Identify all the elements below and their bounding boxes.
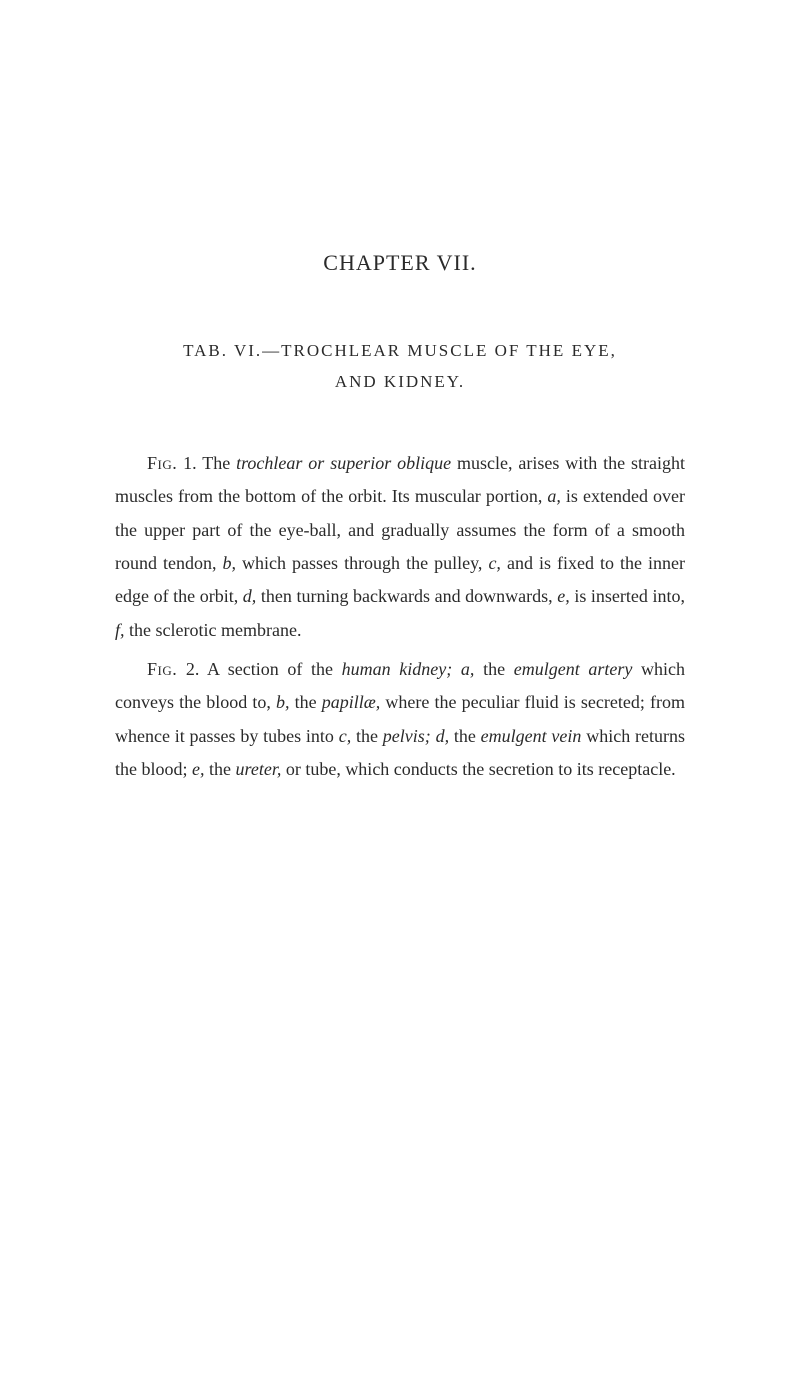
fig2-i3: emulgent artery <box>514 659 633 679</box>
fig2-num: 2. A section of the <box>177 659 341 679</box>
fig2-t2: the <box>474 659 513 679</box>
fig1-t3: which passes through the pulley, <box>236 553 488 573</box>
fig2-i6: c, <box>339 726 352 746</box>
fig1-t5: then turning backwards and downwards, <box>256 586 557 606</box>
chapter-title: CHAPTER VII. <box>115 250 685 276</box>
fig2-paragraph: Fig. 2. A section of the human kidney; a… <box>115 653 685 786</box>
fig1-i5: d, <box>243 586 257 606</box>
fig1-i1: trochlear or superior oblique <box>236 453 451 473</box>
fig2-i10: e, <box>192 759 205 779</box>
fig1-paragraph: Fig. 1. The trochlear or superior obliqu… <box>115 447 685 647</box>
fig2-t4: the <box>289 692 321 712</box>
fig2-i7: pelvis; <box>383 726 431 746</box>
fig1-i4: c, <box>488 553 501 573</box>
tab-line2: AND KIDNEY. <box>115 367 685 398</box>
fig1-i2: a, <box>547 486 561 506</box>
fig1-t7: the sclerotic membrane. <box>125 620 302 640</box>
fig2-label: Fig. <box>147 659 177 679</box>
fig2-i2: a, <box>461 659 475 679</box>
fig2-t6: the <box>351 726 383 746</box>
body-text: Fig. 1. The trochlear or superior obliqu… <box>115 447 685 786</box>
fig2-i9: emulgent vein <box>481 726 582 746</box>
fig1-label: Fig. <box>147 453 177 473</box>
fig2-i4: b, <box>276 692 290 712</box>
fig2-t8: the <box>449 726 481 746</box>
fig2-i11: ureter, <box>236 759 282 779</box>
fig2-t1 <box>452 659 461 679</box>
fig2-i8: d, <box>436 726 450 746</box>
tab-heading: TAB. VI.—TROCHLEAR MUSCLE OF THE EYE, AN… <box>115 336 685 397</box>
fig2-i1: human kidney; <box>342 659 453 679</box>
fig1-num: 1. The <box>177 453 236 473</box>
fig2-i5: papillæ, <box>322 692 381 712</box>
fig1-i7: f, <box>115 620 125 640</box>
tab-line1: TAB. VI.—TROCHLEAR MUSCLE OF THE EYE, <box>183 341 617 360</box>
fig2-t11: or tube, which conducts the secretion to… <box>281 759 675 779</box>
fig1-i3: b, <box>223 553 237 573</box>
fig1-t6: is inserted into, <box>570 586 685 606</box>
fig1-i6: e, <box>557 586 570 606</box>
fig2-t10: the <box>205 759 236 779</box>
